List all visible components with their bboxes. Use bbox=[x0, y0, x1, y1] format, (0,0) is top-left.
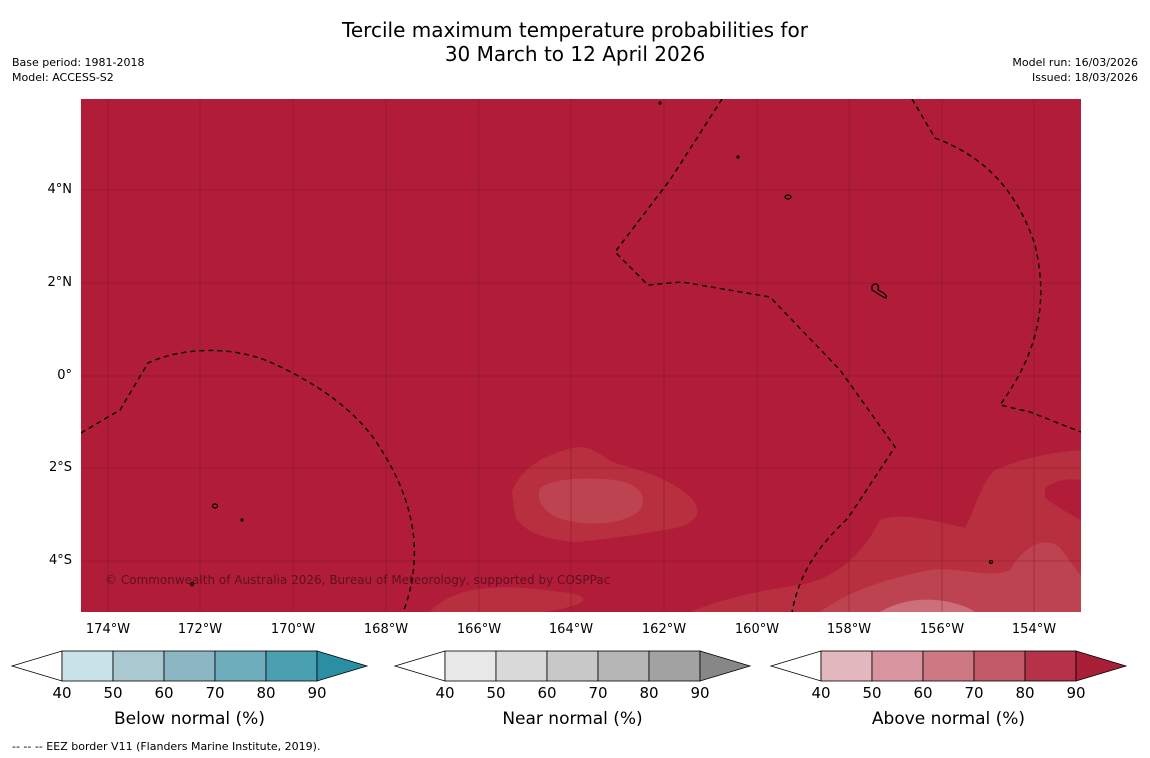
base-period: Base period: 1981-2018 bbox=[12, 56, 145, 69]
eez-border-west bbox=[81, 349, 416, 612]
lon-label: 156°W bbox=[919, 622, 965, 637]
lon-label: 158°W bbox=[826, 622, 872, 637]
colorbar-tick: 60 bbox=[537, 684, 557, 702]
colorbar-segment bbox=[871, 650, 924, 682]
colorbar-segment bbox=[112, 650, 165, 682]
colorbar-segment bbox=[444, 650, 497, 682]
island-1 bbox=[784, 194, 792, 200]
lat-label: 2°N bbox=[47, 275, 73, 290]
colorbar-tick: 40 bbox=[811, 684, 831, 702]
title-line-1: Tercile maximum temperature probabilitie… bbox=[342, 18, 808, 42]
chart-title: Tercile maximum temperature probabilitie… bbox=[0, 18, 1150, 66]
lon-label: 166°W bbox=[456, 622, 502, 637]
contour-patch-southwest bbox=[430, 587, 584, 612]
lon-label: 174°W bbox=[85, 622, 131, 637]
colorbar-segment bbox=[922, 650, 975, 682]
issued-date: Issued: 18/03/2026 bbox=[1031, 71, 1138, 84]
colorbar-right-extend bbox=[316, 650, 369, 682]
meta-left: Base period: 1981-2018 Model: ACCESS-S2 bbox=[12, 55, 144, 85]
colorbar-segment bbox=[265, 650, 318, 682]
colorbar-tick: 90 bbox=[690, 684, 710, 702]
colorbar-segment bbox=[597, 650, 650, 682]
colorbar-tick: 50 bbox=[103, 684, 123, 702]
island-2 bbox=[871, 283, 887, 299]
lon-label: 172°W bbox=[177, 622, 223, 637]
colorbar-tick: 90 bbox=[307, 684, 327, 702]
model-name: Model: ACCESS-S2 bbox=[12, 71, 114, 84]
colorbar-segment bbox=[1024, 650, 1077, 682]
colorbar-right-extend bbox=[1075, 650, 1128, 682]
island-8 bbox=[189, 581, 195, 587]
colorbar-segment bbox=[820, 650, 873, 682]
contour-patch-far-southeast bbox=[880, 599, 975, 612]
model-run: Model run: 16/03/2026 bbox=[1012, 56, 1138, 69]
lat-label: 4°S bbox=[48, 553, 72, 568]
lon-label: 154°W bbox=[1011, 622, 1057, 637]
footer-note: -- -- -- EEZ border V11 (Flanders Marine… bbox=[12, 740, 321, 753]
colorbar-tick: 70 bbox=[964, 684, 984, 702]
colorbar-tick: 90 bbox=[1066, 684, 1086, 702]
colorbar-left-extend bbox=[393, 650, 446, 682]
island-4 bbox=[736, 155, 740, 159]
islands bbox=[189, 101, 994, 587]
colorbar-tick: 80 bbox=[1015, 684, 1035, 702]
colorbar-right-extend bbox=[699, 650, 752, 682]
lon-label: 160°W bbox=[734, 622, 780, 637]
colorbar-segment bbox=[163, 650, 216, 682]
legend-title: Near normal (%) bbox=[502, 709, 643, 729]
colorbar-tick: 40 bbox=[435, 684, 455, 702]
lon-label: 170°W bbox=[270, 622, 316, 637]
island-6 bbox=[240, 518, 244, 522]
contour-patch-east bbox=[1045, 479, 1081, 520]
lat-label: 4°N bbox=[47, 182, 73, 197]
colorbar-left-extend bbox=[10, 650, 63, 682]
map-area: © Commonwealth of Australia 2026, Bureau… bbox=[81, 99, 1081, 612]
eez-borders bbox=[81, 99, 1081, 612]
colorbar-tick: 40 bbox=[52, 684, 72, 702]
island-7 bbox=[988, 559, 994, 565]
title-line-2: 30 March to 12 April 2026 bbox=[444, 42, 706, 66]
legend-title: Below normal (%) bbox=[114, 709, 265, 729]
colorbar-segment bbox=[495, 650, 548, 682]
colorbar-segment bbox=[214, 650, 267, 682]
colorbar-tick: 60 bbox=[154, 684, 174, 702]
colorbar-tick: 80 bbox=[256, 684, 276, 702]
copyright-text: © Commonwealth of Australia 2026, Bureau… bbox=[105, 573, 610, 587]
lat-label: 0° bbox=[57, 368, 72, 383]
island-5 bbox=[658, 101, 662, 105]
colorbar-tick: 70 bbox=[205, 684, 225, 702]
colorbar-tick: 70 bbox=[588, 684, 608, 702]
eez-border-east bbox=[911, 99, 1081, 433]
colorbar-segment bbox=[648, 650, 701, 682]
gridlines bbox=[81, 99, 1081, 612]
eez-border-central bbox=[614, 99, 896, 612]
contour-patch-southeast-inner bbox=[820, 542, 1081, 612]
contour-patch-central-inner bbox=[538, 478, 644, 524]
lon-label: 162°W bbox=[641, 622, 687, 637]
lat-label: 2°S bbox=[48, 460, 72, 475]
colorbar-segment bbox=[973, 650, 1026, 682]
lon-label: 168°W bbox=[363, 622, 409, 637]
colorbar-tick: 60 bbox=[913, 684, 933, 702]
lon-label: 164°W bbox=[548, 622, 594, 637]
colorbar-tick: 50 bbox=[862, 684, 882, 702]
colorbar-segment bbox=[61, 650, 114, 682]
colorbar-tick: 50 bbox=[486, 684, 506, 702]
island-3 bbox=[211, 503, 219, 509]
colorbar-segment bbox=[546, 650, 599, 682]
contour-patch-southeast bbox=[690, 450, 1081, 612]
legend-title: Above normal (%) bbox=[871, 709, 1026, 729]
meta-right: Model run: 16/03/2026 Issued: 18/03/2026 bbox=[1012, 55, 1138, 85]
colorbar-left-extend bbox=[769, 650, 822, 682]
colorbar-tick: 80 bbox=[639, 684, 659, 702]
